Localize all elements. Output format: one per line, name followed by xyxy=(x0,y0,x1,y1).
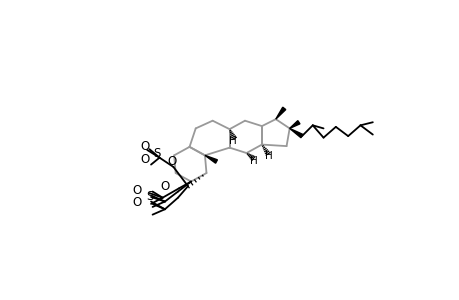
Text: O: O xyxy=(140,140,149,153)
Text: O: O xyxy=(132,196,141,209)
Text: H: H xyxy=(249,156,257,166)
Polygon shape xyxy=(205,155,217,163)
Text: H: H xyxy=(264,151,272,161)
Polygon shape xyxy=(289,121,299,128)
Polygon shape xyxy=(275,107,285,119)
Text: S: S xyxy=(146,190,153,203)
Text: O: O xyxy=(140,154,149,166)
Text: H: H xyxy=(228,136,236,146)
Text: O: O xyxy=(160,180,169,193)
Polygon shape xyxy=(289,128,302,138)
Text: O: O xyxy=(167,155,176,168)
Text: O: O xyxy=(132,184,141,196)
Text: S: S xyxy=(153,146,161,160)
